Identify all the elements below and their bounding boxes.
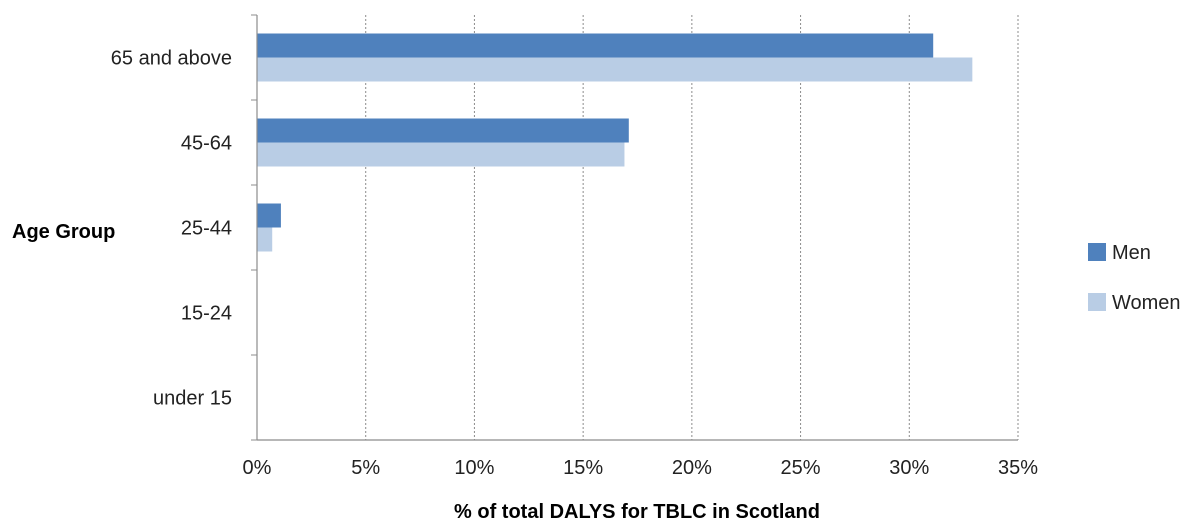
x-tick-label: 0%: [243, 457, 272, 479]
bar-women-45-64: [257, 142, 625, 167]
y-tick-label: 65 and above: [111, 48, 232, 70]
y-tick-label: 45-64: [181, 133, 232, 155]
legend-swatch-men: [1088, 243, 1106, 261]
x-tick-label: 35%: [998, 457, 1038, 479]
axes: [251, 14, 1018, 441]
bar-men-45-64: [257, 118, 629, 143]
y-tick-label: 25-44: [181, 218, 232, 240]
x-tick-label: 30%: [889, 457, 929, 479]
y-tick-label: under 15: [153, 388, 232, 410]
bar-women-25-44: [257, 227, 273, 252]
bars: [257, 33, 973, 252]
bar-women-65-and-above: [257, 57, 973, 82]
bar-men-65-and-above: [257, 33, 934, 58]
gridlines: [365, 15, 1019, 440]
x-tick-label: 5%: [351, 457, 380, 479]
y-tick-label: 15-24: [181, 303, 232, 325]
x-axis-title: % of total DALYS for TBLC in Scotland: [454, 501, 820, 523]
legend: Men Women: [1088, 242, 1181, 314]
legend-label-women: Women: [1112, 292, 1181, 314]
x-tick-label: 10%: [454, 457, 494, 479]
y-axis-title: Age Group: [12, 221, 115, 243]
x-tick-label: 15%: [563, 457, 603, 479]
x-tick-label: 25%: [781, 457, 821, 479]
y-tick-labels: 65 and above 45-64 25-44 15-24 under 15: [111, 48, 232, 410]
x-tick-labels: 0% 5% 10% 15% 20% 25% 30% 35%: [243, 457, 1039, 479]
legend-swatch-women: [1088, 293, 1106, 311]
legend-label-men: Men: [1112, 242, 1151, 264]
x-tick-label: 20%: [672, 457, 712, 479]
bar-men-25-44: [257, 203, 281, 228]
